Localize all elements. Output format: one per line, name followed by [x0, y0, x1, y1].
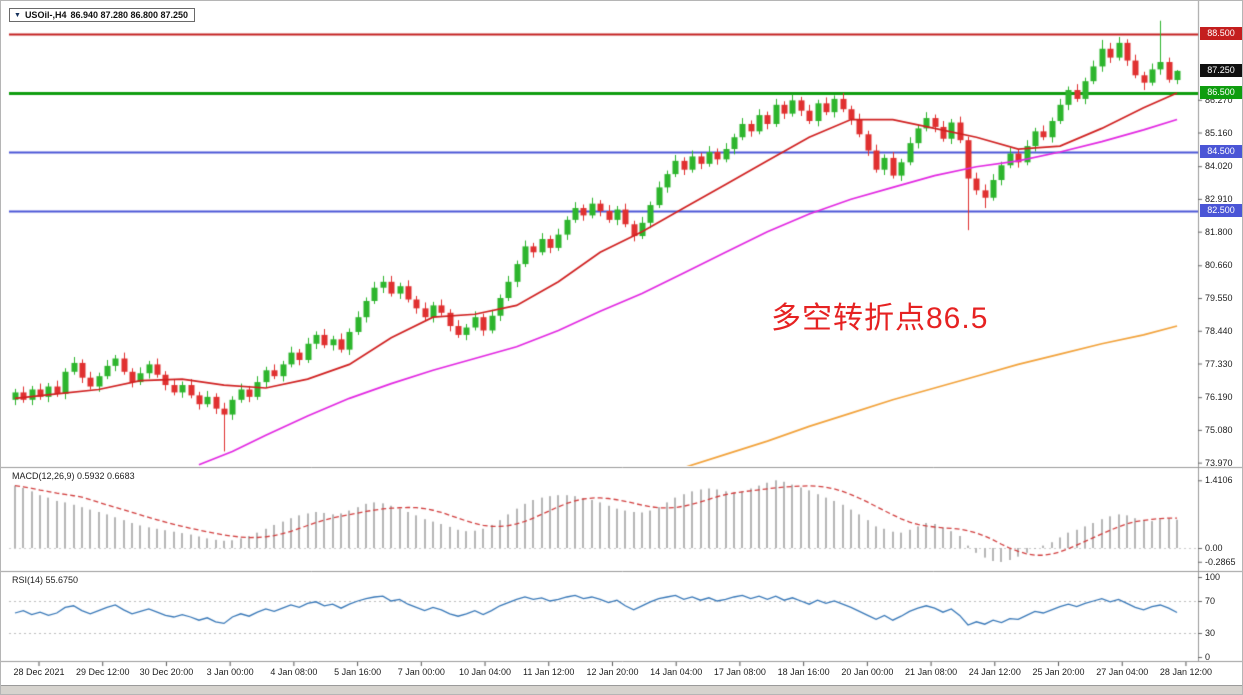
price-chart-canvas[interactable]: [1, 1, 1242, 694]
mt4-chart-window: ▼ USOil-,H4 86.940 87.280 86.800 87.250 …: [0, 0, 1243, 695]
